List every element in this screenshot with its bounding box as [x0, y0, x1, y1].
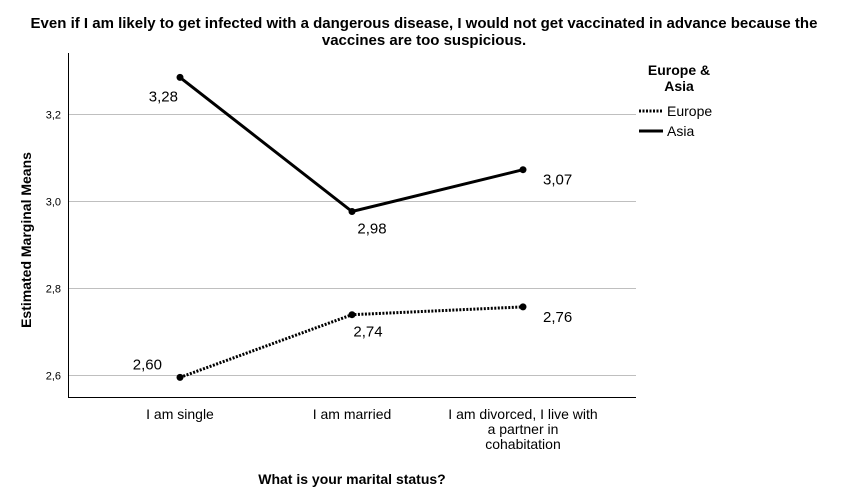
data-label-asia: 2,98 [357, 221, 386, 238]
data-point-europe [519, 303, 527, 311]
y-tick-label: 3,0 [46, 197, 61, 209]
x-tick-labels: I am single I am married I am divorced, I … [146, 406, 598, 452]
data-label-europe: 2,60 [133, 356, 162, 373]
data-point-asia [176, 73, 184, 81]
x-tick-label: cohabitation [485, 436, 561, 452]
data-label-asia: 3,07 [543, 172, 572, 189]
data-label-europe: 2,76 [543, 309, 572, 326]
x-tick-label: a partner in [488, 421, 559, 437]
x-tick-label: I am married [313, 406, 392, 422]
data-point-asia [519, 166, 527, 174]
data-label-asia: 3,28 [149, 88, 178, 105]
data-labels: 2,60 2,74 2,76 3,28 2,98 3,07 [133, 88, 572, 373]
data-point-asia [348, 208, 356, 215]
y-tick-labels: 2,6 2,8 3,0 3,2 [46, 110, 61, 383]
y-tick-label: 3,2 [46, 110, 61, 122]
series-lines [179, 76, 524, 379]
gridlines [69, 114, 636, 376]
chart-title-line-2: vaccines are too suspicious. [322, 32, 526, 49]
y-tick-label: 2,6 [46, 371, 61, 383]
data-label-europe: 2,74 [353, 324, 382, 341]
x-tick-label: I am single [146, 406, 214, 422]
data-point-europe [176, 373, 184, 381]
x-axis-title: What is your marital status? [258, 471, 445, 487]
legend-label-asia: Asia [667, 123, 694, 139]
chart-title-line-1: Even if I am likely to get infected with… [31, 15, 818, 32]
legend-title-line-2: Asia [664, 78, 694, 94]
data-point-europe [348, 311, 356, 319]
legend: Europe & Asia Europe Asia [639, 62, 712, 139]
legend-label-europe: Europe [667, 103, 712, 119]
data-points [176, 73, 527, 381]
y-axis-title: Estimated Marginal Means [18, 152, 34, 328]
legend-title-line-1: Europe & [648, 62, 710, 78]
x-tick-label: I am divorced, I live with [448, 406, 597, 422]
series-line-asia [179, 76, 524, 214]
y-tick-label: 2,8 [46, 284, 61, 296]
